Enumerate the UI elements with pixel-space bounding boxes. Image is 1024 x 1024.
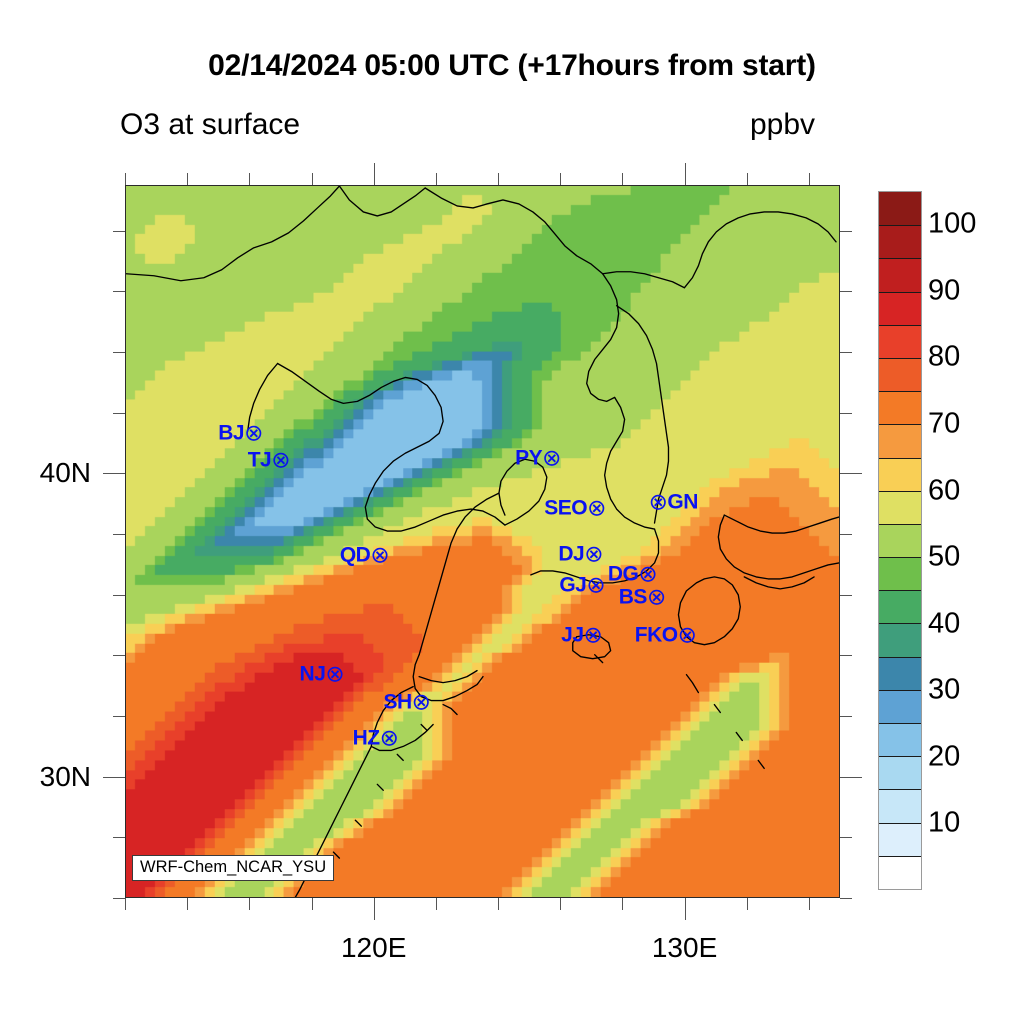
- axis-tick: [840, 777, 862, 779]
- ozone-heatmap-field: [126, 186, 839, 897]
- axis-tick: [125, 898, 127, 910]
- axis-tick: [560, 898, 562, 910]
- axis-tick: [113, 837, 125, 839]
- axis-tick: [622, 898, 624, 910]
- colorbar-band: [879, 855, 921, 889]
- axis-tick: [498, 898, 500, 910]
- axis-tick: [249, 898, 251, 910]
- axis-tick: [312, 898, 314, 910]
- colorbar-tick-label: 10: [928, 806, 961, 839]
- axis-tick: [113, 898, 125, 900]
- units-label: ppbv: [750, 108, 816, 141]
- axis-tick: [840, 231, 852, 233]
- lat-axis-label: 30N: [39, 760, 91, 792]
- axis-tick: [840, 655, 852, 657]
- colorbar-band: [879, 789, 921, 823]
- colorbar-tick-label: 50: [928, 540, 961, 573]
- axis-tick: [103, 473, 125, 475]
- map-plot-area: BJ⊗ TJ⊗ QD⊗ NJ⊗ SH⊗ HZ⊗ PY⊗ SEO⊗ ⊗GN DJ⊗ DG⊗ GJ⊗ BS⊗…: [125, 185, 840, 898]
- axis-tick: [113, 413, 125, 415]
- colorbar-tick-label: 60: [928, 474, 961, 507]
- model-watermark: WRF-Chem_NCAR_YSU: [132, 855, 335, 881]
- axis-tick: [374, 898, 376, 920]
- axis-tick: [249, 173, 251, 185]
- lat-axis-label: 40N: [39, 457, 91, 489]
- axis-tick: [685, 898, 687, 920]
- axis-tick: [113, 352, 125, 354]
- colorbar-band: [879, 822, 921, 856]
- axis-tick: [125, 173, 127, 185]
- axis-tick: [840, 352, 852, 354]
- colorbar-band: [879, 324, 921, 358]
- colorbar-band: [879, 192, 921, 226]
- axis-tick: [113, 534, 125, 536]
- axis-tick: [840, 716, 852, 718]
- axis-tick: [685, 163, 687, 185]
- lon-axis-label: 130E: [651, 932, 718, 963]
- colorbar-tick-label: 80: [928, 340, 961, 373]
- colorbar-band: [879, 291, 921, 325]
- colorbar-band: [879, 490, 921, 524]
- axis-tick: [622, 173, 624, 185]
- axis-tick: [436, 173, 438, 185]
- axis-tick: [113, 291, 125, 293]
- colorbar-band: [879, 391, 921, 425]
- axis-tick: [113, 595, 125, 597]
- axis-tick: [809, 173, 811, 185]
- colorbar-band: [879, 424, 921, 458]
- axis-tick: [809, 898, 811, 910]
- axis-tick: [113, 655, 125, 657]
- axis-tick: [747, 173, 749, 185]
- colorbar-band: [879, 225, 921, 259]
- axis-tick: [840, 413, 852, 415]
- colorbar-tick-label: 20: [928, 740, 961, 773]
- axis-tick: [187, 898, 189, 910]
- variable-label: O3 at surface: [120, 108, 301, 141]
- colorbar-band: [879, 656, 921, 690]
- colorbar: [878, 191, 922, 890]
- page-title: 02/14/2024 05:00 UTC (+17hours from star…: [208, 49, 816, 82]
- colorbar-tick-label: 30: [928, 673, 961, 706]
- colorbar-band: [879, 457, 921, 491]
- axis-tick: [840, 898, 852, 900]
- colorbar-tick-label: 40: [928, 607, 961, 640]
- axis-tick: [187, 173, 189, 185]
- axis-tick: [840, 534, 852, 536]
- colorbar-tick-label: 70: [928, 407, 961, 440]
- colorbar-tick-label: 90: [928, 274, 961, 307]
- colorbar-band: [879, 623, 921, 657]
- colorbar-band: [879, 357, 921, 392]
- colorbar-tick-label: 100: [928, 207, 977, 240]
- colorbar-band: [879, 590, 921, 624]
- axis-tick: [498, 173, 500, 185]
- colorbar-band: [879, 258, 921, 292]
- axis-tick: [312, 173, 314, 185]
- axis-tick: [113, 716, 125, 718]
- colorbar-band: [879, 756, 921, 790]
- lon-axis-label: 120E: [340, 932, 407, 963]
- colorbar-band: [879, 723, 921, 757]
- axis-tick: [840, 473, 862, 475]
- axis-tick: [840, 291, 852, 293]
- colorbar-band: [879, 523, 921, 558]
- axis-tick: [103, 777, 125, 779]
- axis-tick: [560, 173, 562, 185]
- colorbar-band: [879, 557, 921, 591]
- axis-tick: [374, 163, 376, 185]
- axis-tick: [747, 898, 749, 910]
- axis-tick: [840, 595, 852, 597]
- axis-tick: [840, 837, 852, 839]
- axis-tick: [113, 231, 125, 233]
- colorbar-band: [879, 689, 921, 724]
- axis-tick: [436, 898, 438, 910]
